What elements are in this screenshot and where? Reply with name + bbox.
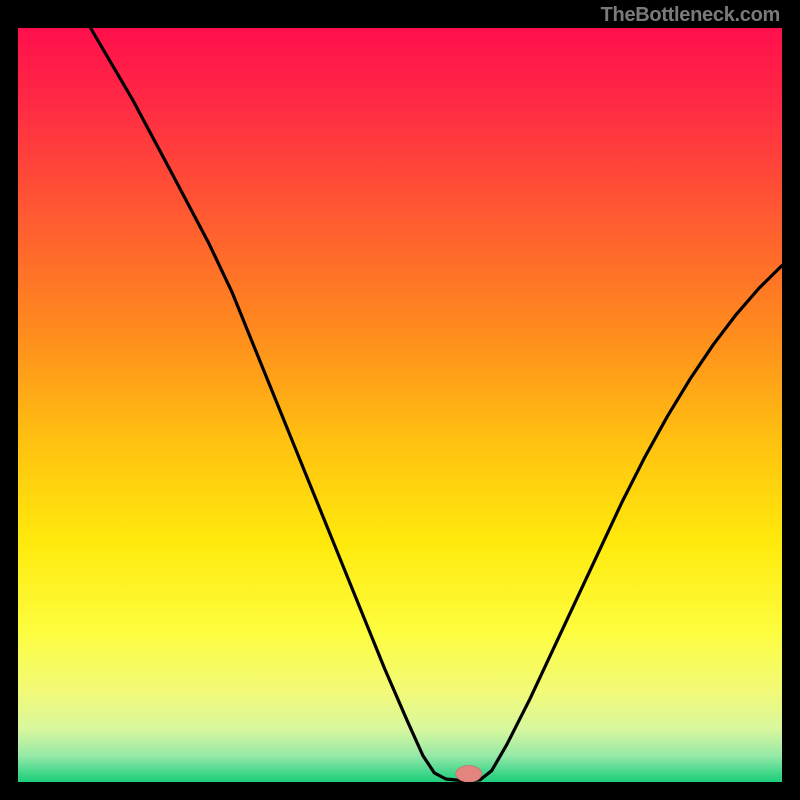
watermark-text: TheBottleneck.com <box>601 4 780 27</box>
plot-area <box>18 28 782 782</box>
optimal-point-marker <box>456 766 482 782</box>
plot-svg <box>18 28 782 782</box>
gradient-background <box>18 28 782 782</box>
chart-frame: TheBottleneck.com <box>0 0 800 800</box>
